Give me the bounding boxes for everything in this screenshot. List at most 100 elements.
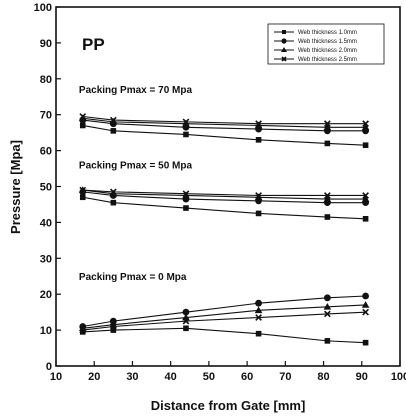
- data-point: [109, 323, 117, 330]
- legend-label: Web thickness 1.5mm: [298, 39, 357, 45]
- x-tick-label: 50: [203, 371, 215, 383]
- x-axis-title: Distance from Gate [mm]: [151, 398, 306, 413]
- data-point: [79, 122, 86, 129]
- data-point: [109, 188, 117, 196]
- x-tick-label: 30: [126, 371, 138, 383]
- data-point: [255, 137, 262, 143]
- series-line: [82, 189, 366, 200]
- data-point: [110, 199, 117, 206]
- series-line: [82, 119, 366, 132]
- material-label: PP: [82, 35, 105, 54]
- data-point: [182, 118, 190, 126]
- x-tick-label: 60: [241, 371, 253, 383]
- data-point: [362, 120, 369, 128]
- data-point: [362, 192, 369, 199]
- y-tick-label: 0: [46, 361, 52, 373]
- y-axis-title: Pressure [Mpa]: [8, 140, 23, 234]
- data-point: [362, 308, 369, 316]
- data-point: [324, 192, 331, 199]
- data-point: [323, 302, 332, 310]
- y-tick-label: 90: [40, 38, 52, 50]
- data-point: [323, 195, 332, 202]
- data-point: [182, 317, 190, 325]
- data-point: [361, 123, 370, 131]
- legend: Web thickness 1.0mm Web thickness 1.5mm We…: [267, 23, 385, 65]
- data-point: [110, 128, 117, 134]
- data-point: [255, 210, 262, 217]
- y-tick-label: 100: [34, 2, 52, 14]
- series-line: [82, 196, 366, 220]
- data-point: [324, 310, 331, 318]
- legend-label: Web thickness 2.0mm: [298, 48, 357, 54]
- x-tick-label: 80: [317, 371, 329, 383]
- legend-marker: [281, 56, 287, 62]
- annotation-group: Packing Pmax = 70 Mpa Packing Pmax = 50 M…: [79, 85, 193, 283]
- legend-label: Web thickness 2.5mm: [298, 57, 357, 63]
- data-point: [362, 216, 369, 222]
- y-tick-label: 50: [40, 182, 52, 194]
- data-point: [324, 214, 331, 220]
- data-point: [323, 294, 331, 302]
- y-tick-label: 20: [40, 289, 52, 301]
- series-line: [82, 191, 366, 204]
- data-point: [255, 192, 262, 199]
- legend-box: [267, 23, 385, 65]
- x-tick-label: 10: [50, 371, 62, 383]
- series-line: [82, 304, 366, 329]
- y-tick-label: 70: [40, 110, 52, 122]
- data-point: [255, 120, 262, 128]
- annotation-label: Packing Pmax = 0 Mpa: [79, 272, 187, 283]
- x-tick-label: 40: [165, 371, 177, 383]
- data-point: [109, 116, 117, 124]
- data-point: [254, 306, 263, 314]
- data-point: [362, 339, 369, 346]
- legend-marker: [281, 47, 287, 52]
- data-point: [183, 325, 189, 332]
- x-tick-label: 20: [88, 371, 100, 383]
- series-line: [82, 295, 366, 328]
- data-point: [110, 327, 117, 333]
- data-point: [79, 113, 87, 120]
- y-tick-label: 60: [40, 146, 52, 158]
- legend-marker: [282, 30, 286, 34]
- data-point: [255, 299, 262, 307]
- series-group: [78, 113, 370, 346]
- data-point: [324, 140, 331, 147]
- data-point: [79, 194, 86, 201]
- data-point: [79, 186, 87, 194]
- series-line: [82, 117, 366, 128]
- legend-label: Web thickness 1.0mm: [298, 30, 357, 36]
- series-line: [82, 327, 366, 344]
- y-tick-label: 30: [40, 253, 52, 265]
- data-point: [79, 326, 87, 334]
- data-point: [183, 205, 189, 211]
- data-point: [255, 314, 262, 321]
- data-point: [361, 301, 370, 308]
- data-point: [255, 330, 262, 337]
- data-point: [323, 123, 332, 131]
- data-point: [182, 308, 190, 316]
- data-point: [79, 329, 86, 335]
- y-tick-label: 80: [40, 74, 52, 86]
- annotation-label: Packing Pmax = 50 Mpa: [79, 161, 193, 172]
- y-tick-label: 40: [40, 217, 52, 229]
- data-point: [362, 142, 369, 149]
- data-point: [324, 338, 331, 344]
- legend-marker: [281, 38, 287, 44]
- data-point: [324, 120, 331, 128]
- series-line: [82, 189, 366, 197]
- data-point: [182, 190, 190, 198]
- data-point: [362, 292, 369, 300]
- legend-entries: Web thickness 1.0mm Web thickness 1.5mm We…: [274, 30, 357, 63]
- series-line: [82, 115, 366, 125]
- series-line: [82, 124, 366, 146]
- series-line: [82, 311, 366, 331]
- tick-group: 1020304050607080901000102030405060708090…: [34, 2, 406, 383]
- annotation-label: Packing Pmax = 70 Mpa: [79, 85, 193, 96]
- x-tick-label: 100: [391, 371, 406, 383]
- data-point: [183, 131, 189, 138]
- y-tick-label: 10: [40, 325, 52, 337]
- x-tick-label: 70: [279, 371, 291, 383]
- x-tick-label: 90: [356, 371, 368, 383]
